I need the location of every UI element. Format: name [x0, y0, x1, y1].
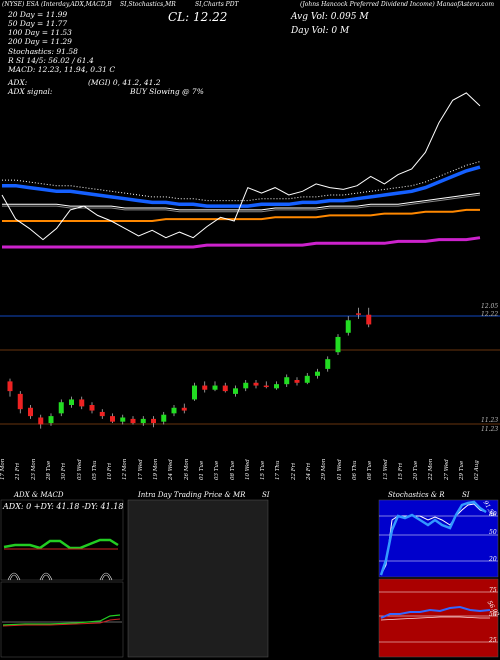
header-line-2: SI,Stochastics,MR — [120, 1, 176, 8]
day-volume: Day Vol: 0 M — [291, 26, 350, 36]
rsi-tick-75: 75 — [489, 587, 497, 594]
price-label-1: 12.05 — [481, 303, 499, 310]
candle-body — [120, 417, 126, 422]
candle-body — [130, 418, 136, 424]
header-line-1: (NYSE) ESA (Interday,ADX,MACD,B — [2, 1, 112, 8]
price-label-4: 11.23 — [481, 426, 499, 433]
candle-body — [161, 414, 167, 422]
intraday-panel-bg — [127, 499, 269, 658]
candle-body — [294, 380, 300, 383]
rsi-label: R SI 14/5: 56.02 / 61.4 — [8, 56, 94, 65]
ma50-line — [2, 192, 481, 211]
adx-panel-values: ADX: 0 +DY: 41.18 -DY: 41.18 — [3, 502, 124, 511]
intraday-si: SI — [262, 491, 270, 499]
candle-body — [99, 411, 105, 417]
stoch-panel-bg — [378, 499, 499, 578]
candle-body — [356, 313, 361, 315]
stoch-tick-50: 50 — [489, 529, 497, 536]
rsi-tick-50: 50 — [489, 611, 497, 618]
stoch-k-line — [379, 500, 487, 576]
candle-body — [366, 314, 372, 325]
candle-body — [304, 375, 310, 383]
price-label-3: 11.23 — [481, 417, 499, 424]
candle-body — [325, 359, 331, 369]
candle-body — [315, 371, 320, 376]
candle-body — [345, 320, 351, 333]
macd-panel-bg — [0, 581, 124, 658]
adx-arc-marker — [39, 572, 53, 581]
ma20-dotted-line — [2, 161, 481, 202]
candle-body — [48, 416, 54, 424]
ma20-label: 20 Day = 11.99 — [8, 10, 68, 19]
price-chart — [0, 92, 500, 429]
stoch-d-line — [380, 503, 487, 576]
candle-body — [192, 385, 197, 400]
rsi-tick-25: 25 — [489, 637, 497, 644]
adx-arc-marker — [101, 574, 111, 581]
candle-body — [212, 385, 218, 390]
ma200-line — [2, 236, 481, 249]
intraday-title: Intra Day Trading Price & MR — [138, 491, 246, 499]
rsi-line — [380, 605, 491, 619]
ma100-line — [2, 208, 480, 222]
price-label-2: 12.22 — [481, 311, 499, 318]
candle-body — [28, 407, 33, 417]
ma20-line — [2, 165, 481, 208]
avg-volume: Avg Vol: 0.095 M — [291, 12, 369, 22]
candle-body — [79, 399, 85, 407]
header-line-right: (Johns Hancock Preferred Dividend Income… — [300, 1, 495, 8]
candle-body — [335, 336, 341, 353]
candle-body — [17, 393, 23, 410]
candle-body — [222, 385, 228, 392]
candle-body — [151, 418, 156, 424]
candle-body — [233, 388, 238, 394]
candle-body — [274, 384, 279, 389]
ma100-label: 100 Day = 11.53 — [8, 28, 72, 37]
candle-body — [38, 417, 44, 425]
candle-body — [140, 418, 146, 424]
adx-arc-marker — [9, 574, 19, 581]
close-price: CL: 12.22 — [168, 10, 228, 24]
candle-body — [7, 381, 13, 392]
candle-body — [69, 399, 74, 405]
candle-body — [243, 382, 249, 389]
price-close-line — [1, 92, 481, 241]
candle-body — [284, 377, 290, 385]
macd-line — [2, 614, 121, 626]
ma50-label: 50 Day = 11.77 — [8, 19, 68, 28]
candle-body — [58, 402, 64, 414]
macd-label: MACD: 12.23, 11.94, 0.31 C — [8, 65, 116, 74]
stoch-si: SI — [462, 491, 470, 499]
candle-body — [110, 416, 115, 422]
rsi-signal-line — [380, 616, 490, 621]
adx-values: (MGI) 0, 41.2, 41.2 — [88, 78, 161, 87]
stoch-title: Stochastics & R — [388, 491, 445, 499]
ma200-label: 200 Day = 11.29 — [8, 37, 72, 46]
candle-body — [171, 407, 177, 414]
adx-label: ADX: — [8, 78, 28, 87]
macd-signal-line — [2, 618, 121, 627]
ma50-band-lower — [2, 194, 481, 213]
adx-signal: BUY Slowing @ 7% — [130, 87, 204, 96]
candle-body — [253, 382, 259, 386]
adx-arc-marker — [99, 572, 113, 581]
stoch-tick-80: 80 — [489, 511, 497, 518]
adx-signal-label: ADX signal: — [8, 87, 53, 96]
adx-plus-line — [3, 538, 119, 550]
candle-body — [202, 385, 208, 390]
adx-arc-marker — [7, 572, 21, 581]
adx-macd-title: ADX & MACD — [14, 491, 64, 499]
candle-body — [181, 407, 187, 411]
header-line-3: SI,Charts PDT — [195, 1, 239, 8]
stoch-tick-20: 20 — [489, 556, 497, 563]
candle-body — [89, 405, 95, 411]
adx-arc-marker — [41, 574, 51, 581]
stoch-label: Stochastics: 91.58 — [8, 47, 78, 56]
candle-body — [263, 385, 269, 388]
